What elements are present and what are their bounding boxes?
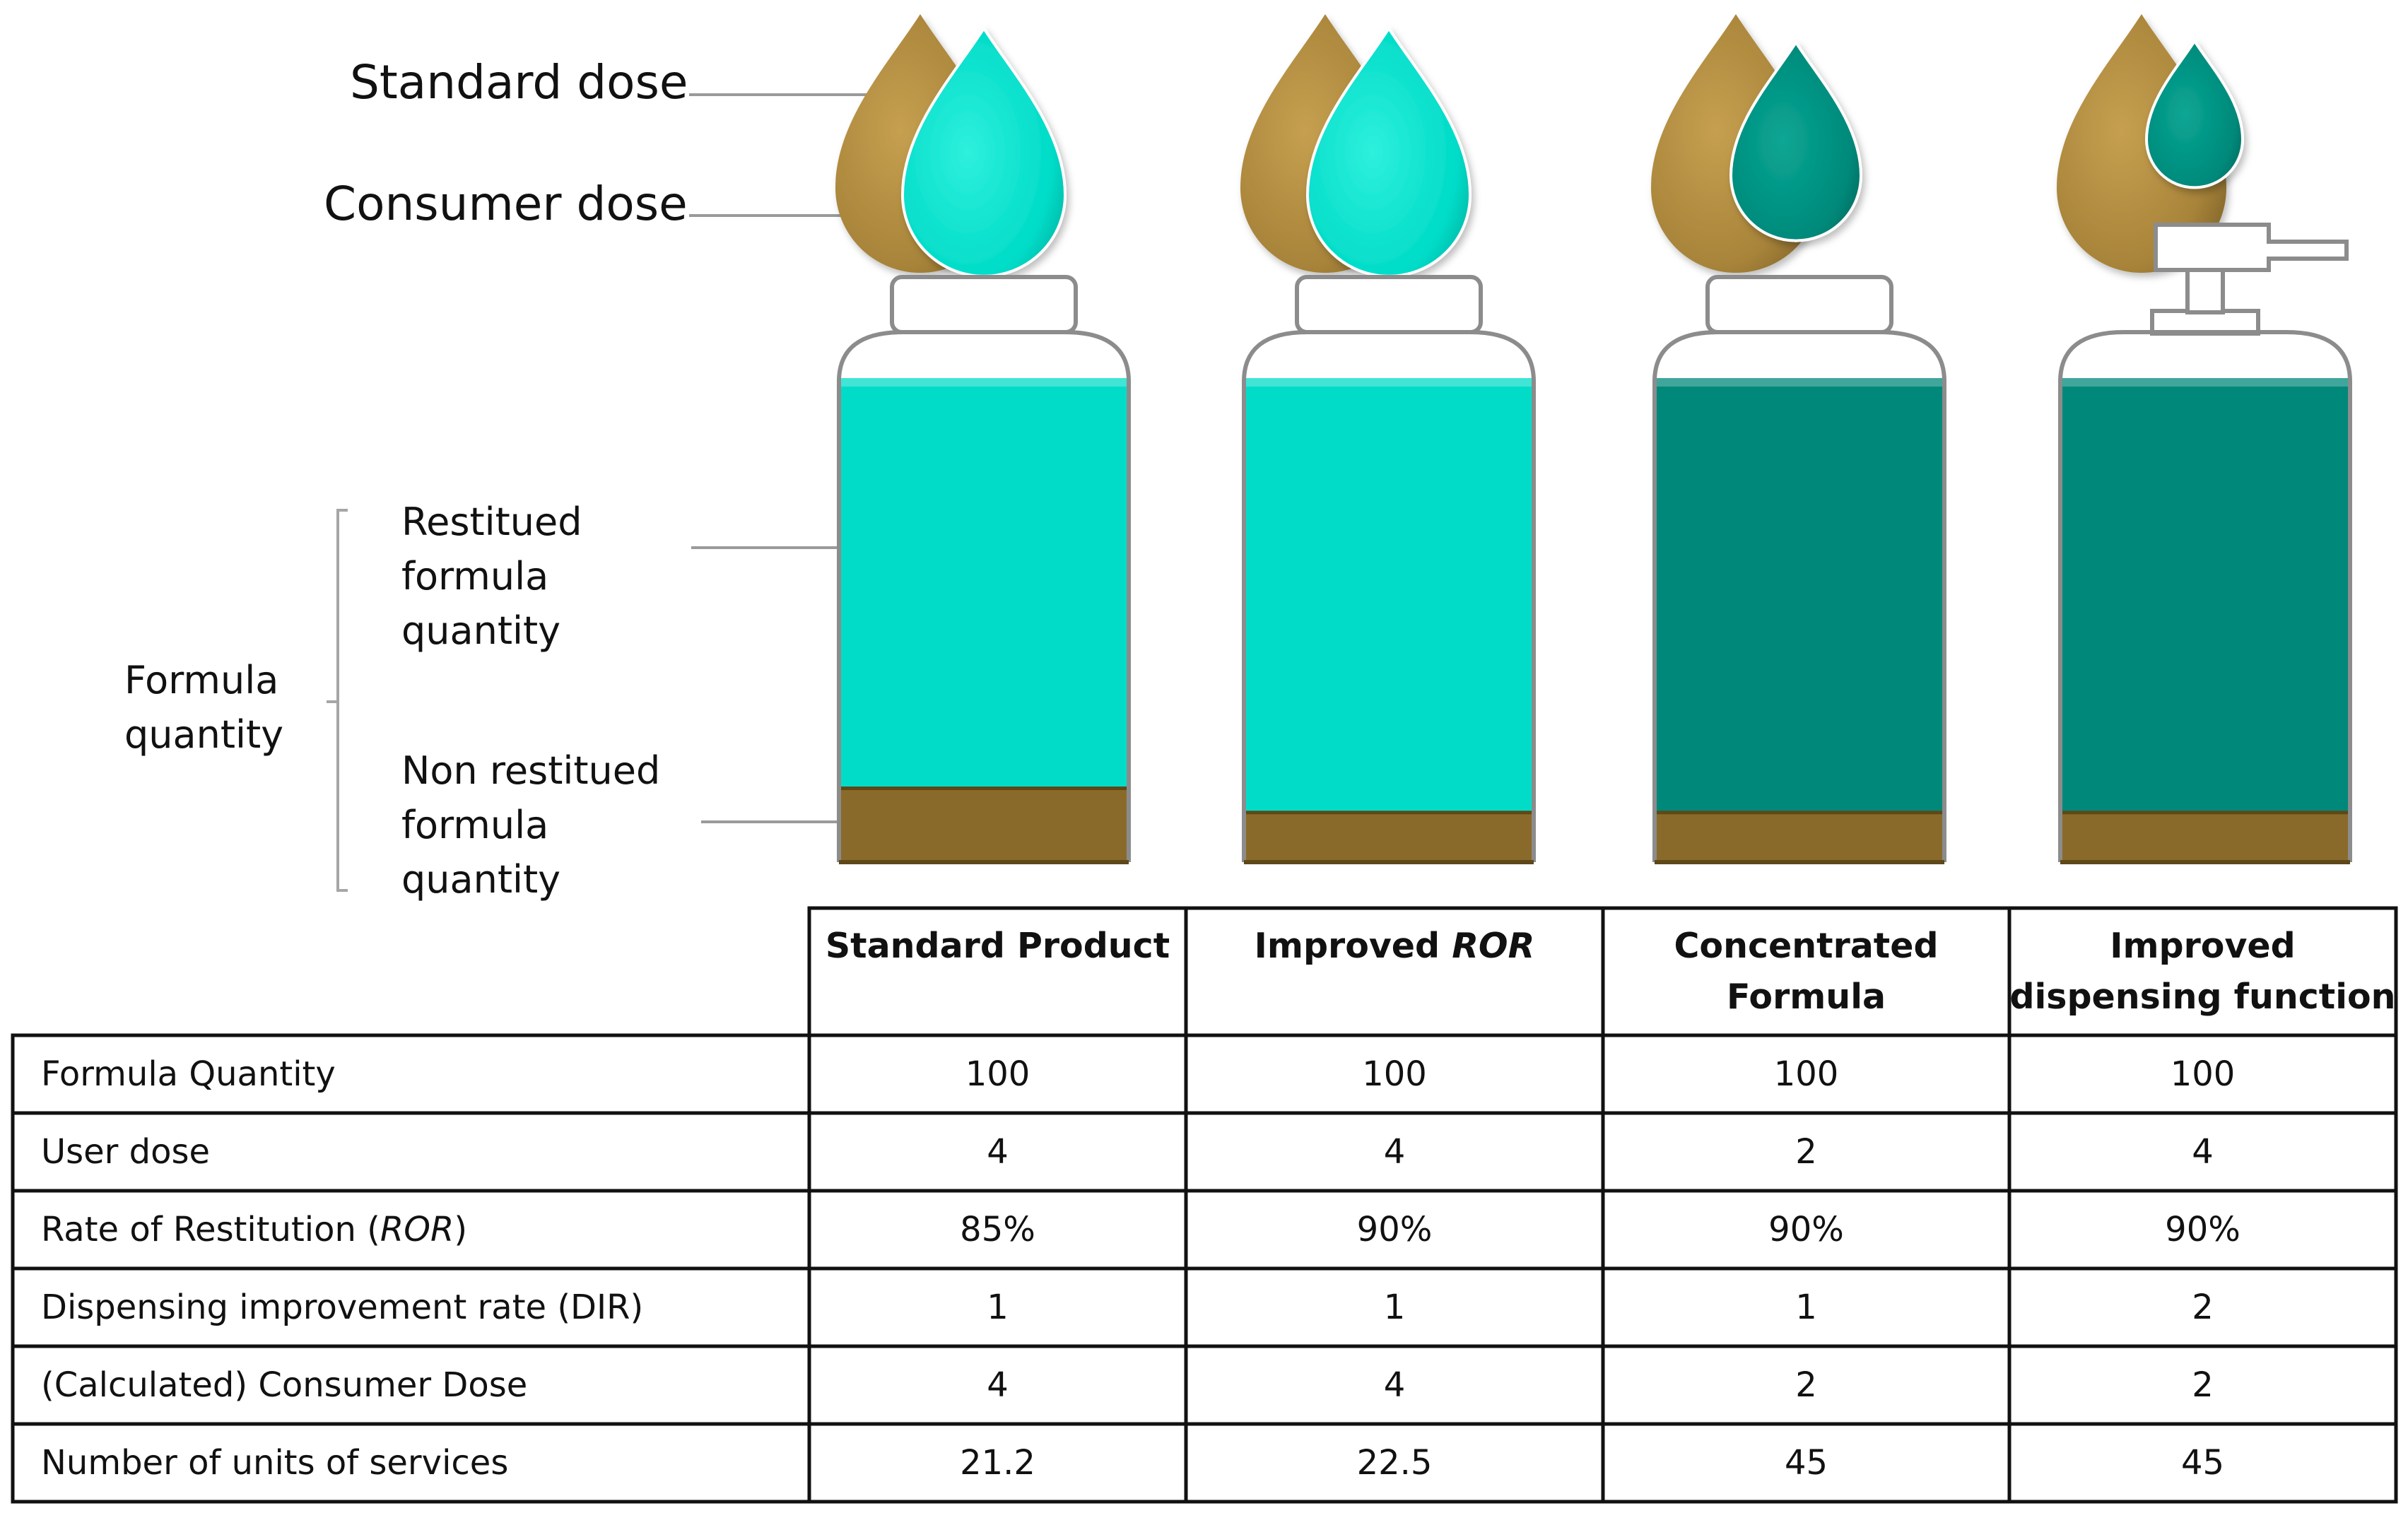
table-cell-border xyxy=(807,1422,1188,1504)
fill-highlight xyxy=(1657,378,1942,387)
non-restitued-formula-fill xyxy=(2062,812,2348,861)
table-cell-border xyxy=(1184,1344,1605,1426)
table-cell-border xyxy=(807,1266,1188,1348)
bottles-illustration xyxy=(327,14,2352,892)
restitued-formula-label: Restitued formula quantity xyxy=(401,500,582,653)
scenario-4 xyxy=(2057,14,2352,864)
header-cell-border xyxy=(807,906,1188,1037)
table-cell-border xyxy=(807,1344,1188,1426)
table-cell-border xyxy=(11,1189,811,1271)
non-restitued-formula-fill xyxy=(1246,812,1532,861)
table-cell-border xyxy=(2007,1189,2398,1271)
table-cell-border xyxy=(807,1189,1188,1271)
bottle-outline xyxy=(1242,330,1536,862)
table-cell-border xyxy=(2007,1033,2398,1115)
table-cell-border xyxy=(1184,1189,1605,1271)
table-cell-border xyxy=(1601,1033,2011,1115)
formula-quantity-bracket xyxy=(327,509,348,892)
table-cell-border xyxy=(1601,1266,2011,1348)
header-cell-border xyxy=(1184,906,1605,1037)
non-restitued-formula-fill xyxy=(841,788,1127,861)
consumer-dose-label: Consumer dose xyxy=(324,177,688,231)
bottle-outline xyxy=(1652,330,1946,862)
table-cell-border xyxy=(2007,1111,2398,1193)
formula-quantity-label: Formula quantity xyxy=(124,658,284,757)
table-cell-border xyxy=(1601,1189,2011,1271)
fill-highlight xyxy=(2062,378,2348,387)
table-cell-border xyxy=(1601,1111,2011,1193)
restitued-formula-fill xyxy=(1657,378,1942,813)
table-cell-border xyxy=(2007,1266,2398,1348)
header-cell-border xyxy=(2007,906,2398,1037)
bottle-outline xyxy=(2058,330,2352,862)
table-cell-border xyxy=(1601,1344,2011,1426)
fill-highlight xyxy=(841,378,1127,387)
restitued-formula-fill xyxy=(1246,378,1532,813)
table-cell-border xyxy=(11,1266,811,1348)
table-cell-border xyxy=(1184,1111,1605,1193)
restitued-formula-fill xyxy=(841,378,1127,789)
table-cell-border xyxy=(1184,1266,1605,1348)
header-cell-border xyxy=(1601,906,2011,1037)
non-restitued-formula-fill xyxy=(1657,812,1942,861)
table-cell-border xyxy=(807,1111,1188,1193)
consumer-dose-drop xyxy=(1729,40,1863,242)
table-cell-border xyxy=(1184,1422,1605,1504)
non-restitued-formula-label: Non restitued formula quantity xyxy=(401,748,661,902)
fill-highlight xyxy=(1246,378,1532,387)
table-cell-border xyxy=(2007,1344,2398,1426)
table-cell-border xyxy=(11,1344,811,1426)
consumer-dose-drop xyxy=(2144,38,2245,189)
restitued-formula-fill xyxy=(2062,378,2348,813)
scenario-1 xyxy=(835,14,1131,864)
scenario-3 xyxy=(1651,14,1946,864)
table-cell-border xyxy=(807,1033,1188,1115)
pump-nozzle xyxy=(2154,223,2349,272)
table-cell-border xyxy=(1184,1033,1605,1115)
table-cell-border xyxy=(11,1033,811,1115)
table-cell-border xyxy=(1601,1422,2011,1504)
table-cell-border xyxy=(11,1422,811,1504)
scenario-2 xyxy=(1240,14,1536,864)
table-cell-border xyxy=(2007,1422,2398,1504)
table-cell-border xyxy=(11,1111,811,1193)
pump-stem xyxy=(2185,266,2225,314)
bottle-outline xyxy=(837,330,1131,862)
standard-dose-label: Standard dose xyxy=(350,55,688,110)
